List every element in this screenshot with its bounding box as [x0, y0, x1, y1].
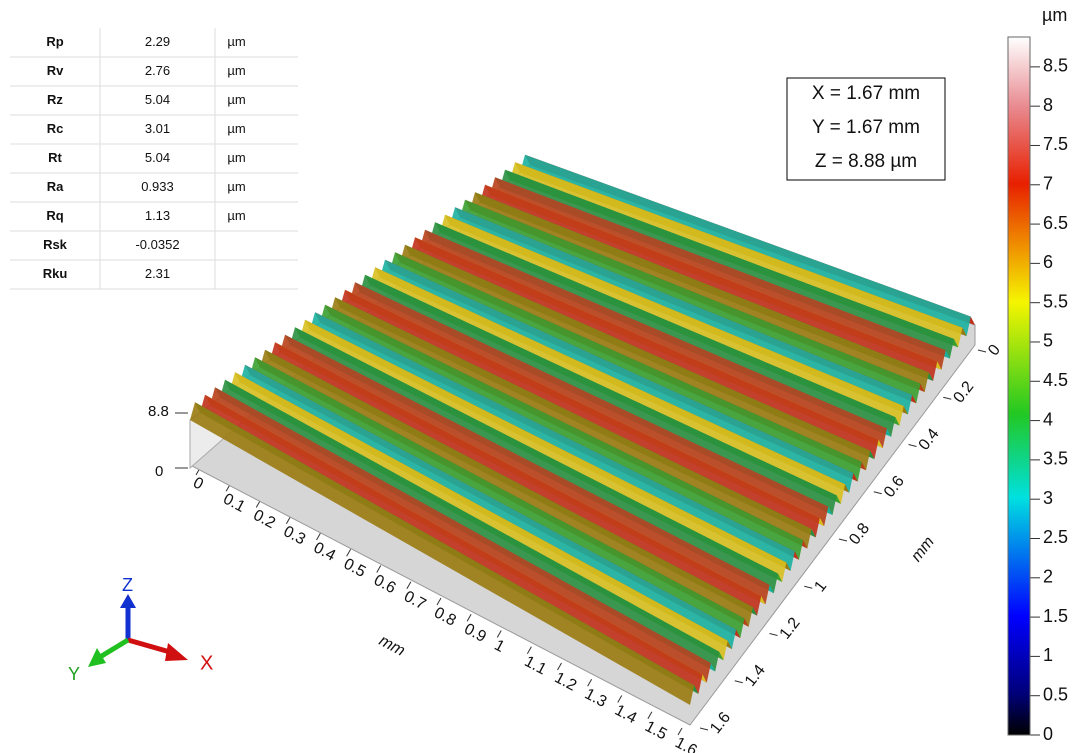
table-cell: -0.0352 — [135, 237, 179, 252]
colorbar-tick-label: 2 — [1043, 567, 1053, 587]
x-axis-label: mm — [376, 632, 408, 660]
y-tick — [839, 539, 847, 541]
triad — [88, 594, 188, 667]
y-tick-label: 0.6 — [881, 473, 908, 501]
x-tick-label: 0.4 — [311, 539, 339, 565]
y-axis-label: mm — [908, 534, 938, 565]
x-tick-label: 1.2 — [552, 669, 580, 695]
table-cell: µm — [227, 92, 245, 107]
z-tick-label: 0 — [155, 463, 163, 480]
colorbar-tick-label: 3.5 — [1043, 449, 1068, 469]
colorbar-tick-label: 0 — [1043, 724, 1053, 744]
y-tick — [804, 586, 812, 588]
y-tick-label: 1 — [811, 578, 830, 596]
y-tick-label: 1.2 — [777, 614, 804, 642]
x-tick-label: 0.6 — [371, 572, 399, 598]
x-tick-label: 1.1 — [522, 653, 550, 679]
y-tick-label: 1.6 — [707, 709, 734, 737]
table-cell: Rz — [47, 92, 63, 107]
table-cell: µm — [227, 121, 245, 136]
y-tick-label: 0 — [985, 342, 1004, 360]
table-cell: Ra — [47, 179, 64, 194]
table-cell: 1.13 — [145, 208, 170, 223]
table-cell: 2.29 — [145, 34, 170, 49]
colorbar-tick-label: 8.5 — [1043, 56, 1068, 76]
y-tick-label: 0.4 — [916, 425, 943, 453]
colorbar-tick-label: 8 — [1043, 95, 1053, 115]
x-tick-label: 0.8 — [431, 604, 459, 630]
y-tick-label: 1.4 — [742, 662, 769, 690]
colorbar — [1008, 37, 1030, 735]
table-cell: 3.01 — [145, 121, 170, 136]
table-cell: µm — [227, 63, 245, 78]
triad-y: Y — [68, 664, 80, 684]
colorbar-unit: µm — [1042, 5, 1067, 25]
colorbar-tick-label: 4 — [1043, 409, 1053, 429]
colorbar-tick-label: 0.5 — [1043, 684, 1068, 704]
surface — [190, 155, 975, 725]
x-tick-label: 0.9 — [461, 620, 489, 646]
colorbar-tick-label: 4.5 — [1043, 370, 1068, 390]
table-cell: µm — [227, 208, 245, 223]
colorbar-tick-label: 7.5 — [1043, 134, 1068, 154]
table-cell: Rq — [46, 208, 63, 223]
y-tick — [943, 397, 951, 399]
table-cell: Rp — [46, 34, 63, 49]
colorbar-tick-label: 6.5 — [1043, 213, 1068, 233]
table-cell: µm — [227, 150, 245, 165]
surface-view: 8.587.576.565.554.543.532.521.510.501.61… — [0, 0, 1089, 753]
x-tick-label: 0 — [190, 474, 206, 493]
x-tick-label: 1.4 — [612, 702, 640, 728]
x-tick-label: 0.2 — [250, 507, 278, 533]
colorbar-tick-label: 1.5 — [1043, 606, 1068, 626]
info-z: Z = 8.88 µm — [815, 151, 917, 172]
table-cell: Rt — [48, 150, 62, 165]
y-tick — [770, 634, 778, 636]
table-cell: 0.933 — [141, 179, 174, 194]
triad-z: Z — [122, 575, 133, 595]
table-cell: 2.76 — [145, 63, 170, 78]
x-tick-label: 0.3 — [281, 523, 309, 549]
table-cell: 5.04 — [145, 92, 170, 107]
z-tick-label: 8.8 — [148, 403, 169, 420]
table-cell: Rc — [47, 121, 64, 136]
colorbar-tick-label: 1 — [1043, 645, 1053, 665]
colorbar-tick-label: 6 — [1043, 252, 1053, 272]
colorbar-tick-label: 5 — [1043, 331, 1053, 351]
x-tick-label: 1.6 — [672, 734, 700, 753]
y-tick — [909, 445, 917, 447]
triad-x: X — [200, 652, 213, 674]
x-tick-label: 0.1 — [220, 490, 248, 516]
table-cell: µm — [227, 179, 245, 194]
colorbar-tick-label: 5.5 — [1043, 291, 1068, 311]
x-tick-label: 1 — [491, 637, 507, 656]
colorbar-tick-label: 7 — [1043, 174, 1053, 194]
info-y: Y = 1.67 mm — [812, 117, 920, 138]
table-cell: Rsk — [43, 237, 68, 252]
table-cell: Rku — [43, 266, 68, 281]
x-tick-label: 0.7 — [401, 588, 429, 614]
y-tick-label: 0.2 — [950, 378, 977, 406]
colorbar-tick-label: 3 — [1043, 488, 1053, 508]
table-cell: 5.04 — [145, 150, 170, 165]
table-cell: 2.31 — [145, 266, 170, 281]
y-tick — [700, 728, 708, 730]
y-tick — [735, 681, 743, 683]
y-tick — [978, 350, 986, 352]
y-tick-label: 0.8 — [846, 520, 873, 548]
y-tick — [874, 492, 882, 494]
table-cell: Rv — [47, 63, 64, 78]
x-tick-label: 1.5 — [642, 718, 670, 744]
x-tick-label: 1.3 — [582, 685, 610, 711]
table-cell: µm — [227, 34, 245, 49]
colorbar-tick-label: 2.5 — [1043, 527, 1068, 547]
info-x: X = 1.67 mm — [812, 83, 920, 104]
x-tick-label: 0.5 — [341, 555, 369, 581]
